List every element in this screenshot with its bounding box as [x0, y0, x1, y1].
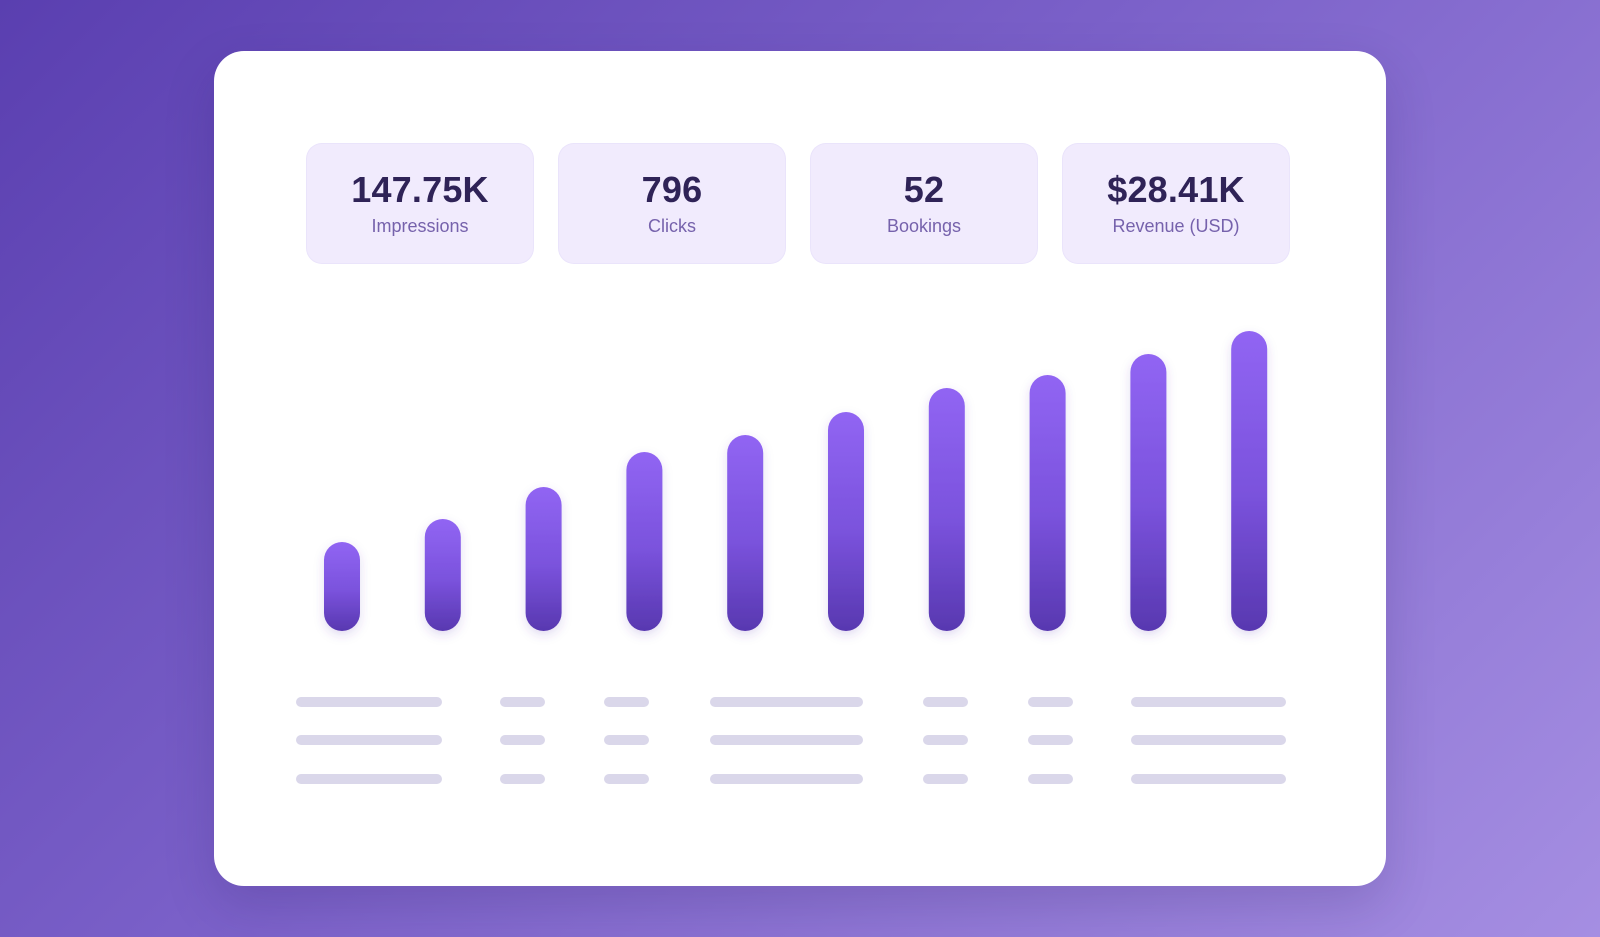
- impressions-stat-card: 147.75K Impressions: [306, 143, 534, 264]
- chart-bar: [1130, 354, 1167, 631]
- revenue-label: Revenue (USD): [1112, 216, 1240, 236]
- revenue-stat-card: $28.41K Revenue (USD): [1062, 143, 1290, 264]
- bar-chart: [324, 331, 1268, 631]
- bars-layer: [324, 331, 1268, 631]
- chart-bar: [424, 519, 461, 631]
- impressions-value: 147.75K: [351, 169, 489, 210]
- chart-bar: [928, 388, 965, 631]
- chart-bar: [626, 452, 663, 631]
- chart-bar: [828, 412, 864, 631]
- clicks-value: 796: [641, 169, 703, 210]
- chart-bar: [1029, 375, 1066, 631]
- dashboard-card: 147.75K Impressions 796 Clicks 52 Bookin…: [214, 51, 1386, 886]
- stats-row: 147.75K Impressions 796 Clicks 52 Bookin…: [306, 143, 1290, 264]
- bookings-value: 52: [903, 169, 945, 210]
- clicks-stat-card: 796 Clicks: [558, 143, 786, 264]
- impressions-label: Impressions: [371, 216, 469, 236]
- clicks-label: Clicks: [648, 216, 696, 236]
- revenue-value: $28.41K: [1107, 169, 1245, 210]
- bookings-label: Bookings: [886, 216, 962, 236]
- chart-bar: [727, 435, 764, 631]
- chart-bar: [525, 487, 562, 631]
- chart-bar: [324, 542, 360, 631]
- chart-bar: [1231, 331, 1268, 631]
- bookings-stat-card: 52 Bookings: [810, 143, 1038, 264]
